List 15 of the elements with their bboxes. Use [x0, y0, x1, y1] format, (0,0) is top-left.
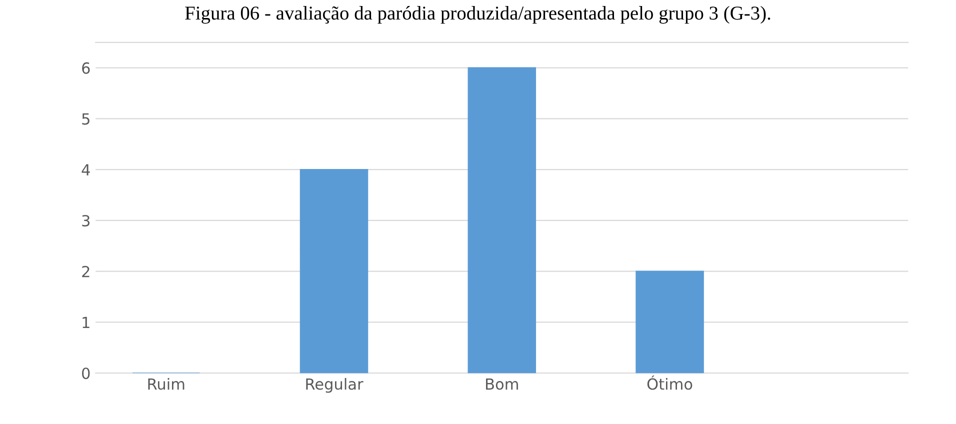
y-tick-label: 6 [82, 62, 90, 74]
bar [636, 270, 704, 374]
y-tick-label: 4 [82, 164, 90, 176]
y-tick-label: 0 [82, 368, 90, 380]
x-tick-label: Ruim [148, 378, 184, 390]
x-tick-label: Bom [486, 378, 518, 390]
y-tick-label: 5 [82, 113, 90, 125]
chart-title: Figura 06 - avaliação da paródia produzida/apresentada pelo grupo 3 (G-3). [185, 6, 770, 24]
x-tick-label: Ótimo [647, 375, 692, 390]
y-tick-label: 2 [82, 266, 90, 278]
y-tick-label: 3 [82, 214, 90, 226]
y-tick-label: 1 [82, 316, 90, 328]
x-tick-label: Regular [306, 378, 364, 393]
bar [468, 67, 536, 374]
bar [300, 169, 368, 374]
